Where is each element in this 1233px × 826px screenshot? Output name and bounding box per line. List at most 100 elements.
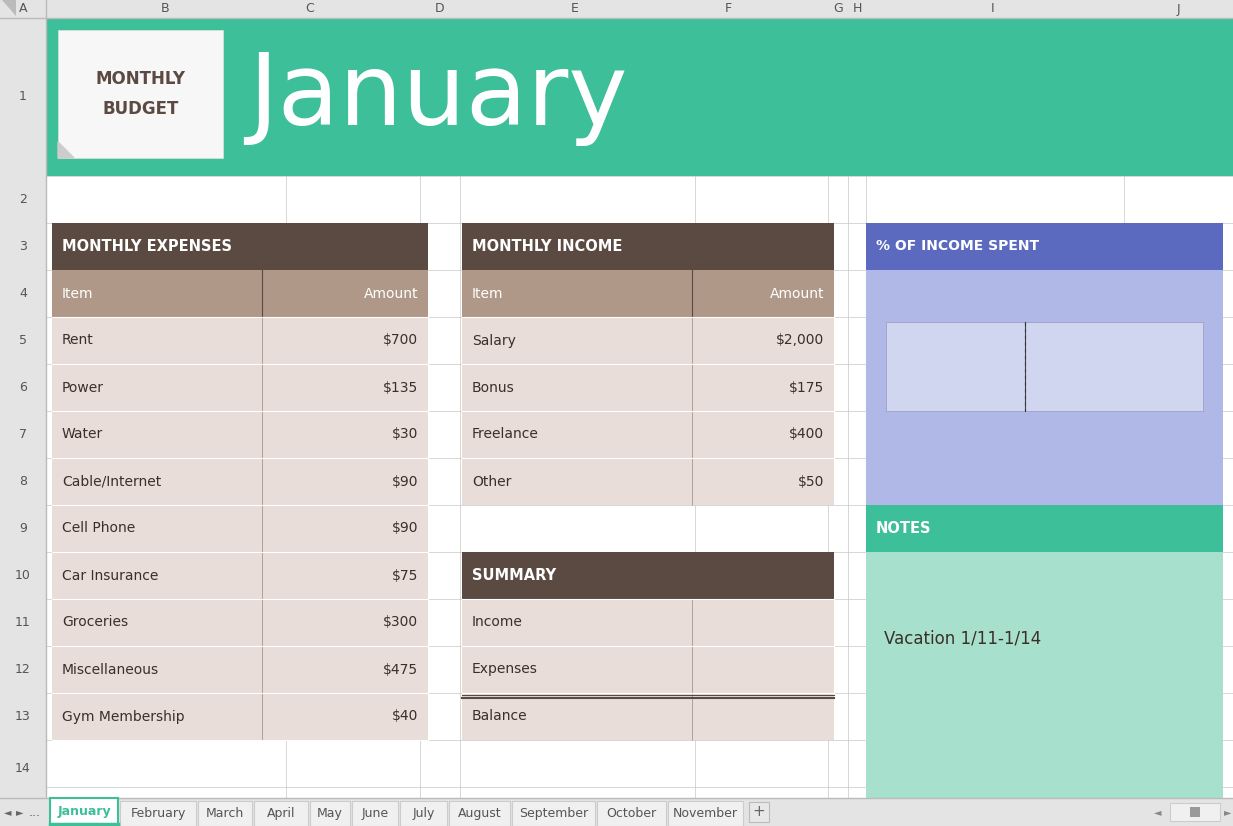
Text: $300: $300	[383, 615, 418, 629]
Bar	[52, 646, 428, 693]
Bar	[52, 270, 428, 317]
Bar	[462, 552, 834, 599]
Bar	[401, 801, 448, 826]
Text: September: September	[519, 807, 588, 820]
Text: D: D	[435, 2, 445, 16]
Bar	[254, 801, 308, 826]
Bar	[52, 317, 428, 364]
Text: April: April	[266, 807, 295, 820]
Text: Water: Water	[62, 428, 104, 442]
Text: E: E	[571, 2, 580, 16]
Bar	[52, 458, 428, 505]
Text: 13: 13	[15, 710, 31, 723]
Text: Vacation 1/11-1/14: Vacation 1/11-1/14	[884, 629, 1041, 647]
Bar	[1190, 807, 1200, 817]
Bar	[58, 30, 223, 158]
Bar	[52, 693, 428, 740]
Bar	[309, 801, 350, 826]
Bar	[52, 599, 428, 646]
Bar	[462, 270, 834, 317]
Bar	[513, 801, 596, 826]
Bar	[0, 798, 1233, 826]
Text: ◄: ◄	[4, 807, 12, 817]
Text: 5: 5	[18, 334, 27, 347]
Text: H: H	[852, 2, 862, 16]
Bar	[462, 364, 834, 411]
Text: F: F	[725, 2, 731, 16]
Text: $175: $175	[789, 381, 824, 395]
Bar	[121, 801, 196, 826]
Bar	[52, 223, 428, 270]
Text: I: I	[991, 2, 995, 16]
Text: 4: 4	[18, 287, 27, 300]
Bar	[462, 223, 834, 270]
Bar	[51, 798, 118, 826]
Text: Bonus: Bonus	[472, 381, 514, 395]
Text: 6: 6	[18, 381, 27, 394]
Text: 12: 12	[15, 663, 31, 676]
Text: NOTES: NOTES	[875, 521, 931, 536]
Text: $90: $90	[392, 521, 418, 535]
Text: 7: 7	[18, 428, 27, 441]
Bar	[866, 552, 1223, 798]
Text: Item: Item	[472, 287, 503, 301]
Text: J: J	[1176, 2, 1180, 16]
Text: $2,000: $2,000	[776, 334, 824, 348]
Text: 11: 11	[15, 616, 31, 629]
Text: May: May	[317, 807, 343, 820]
Text: Rent: Rent	[62, 334, 94, 348]
Text: July: July	[413, 807, 435, 820]
Text: 3: 3	[18, 240, 27, 253]
Text: October: October	[607, 807, 656, 820]
Text: Freelance: Freelance	[472, 428, 539, 442]
Text: Balance: Balance	[472, 710, 528, 724]
Text: BUDGET: BUDGET	[102, 101, 179, 118]
Bar	[0, 0, 46, 826]
Text: June: June	[361, 807, 388, 820]
Text: $40: $40	[392, 710, 418, 724]
Bar	[462, 317, 834, 364]
Text: $475: $475	[383, 662, 418, 676]
Text: G: G	[834, 2, 843, 16]
Text: +: +	[753, 805, 766, 819]
Bar	[462, 411, 834, 458]
Text: Miscellaneous: Miscellaneous	[62, 662, 159, 676]
Bar	[199, 801, 252, 826]
Text: 2: 2	[18, 193, 27, 206]
Bar	[449, 801, 510, 826]
Text: August: August	[457, 807, 502, 820]
Text: $400: $400	[789, 428, 824, 442]
Text: Cell Phone: Cell Phone	[62, 521, 136, 535]
Text: SUMMARY: SUMMARY	[472, 568, 556, 583]
Text: $90: $90	[392, 474, 418, 488]
Text: MONTHLY EXPENSES: MONTHLY EXPENSES	[62, 239, 232, 254]
Bar	[866, 223, 1223, 270]
Text: MONTHLY INCOME: MONTHLY INCOME	[472, 239, 623, 254]
Text: January: January	[58, 805, 111, 819]
Text: ◄: ◄	[1154, 807, 1161, 817]
Text: $135: $135	[382, 381, 418, 395]
Bar	[52, 552, 428, 599]
Text: 9: 9	[18, 522, 27, 535]
Bar	[52, 505, 428, 552]
Bar	[0, 0, 1233, 18]
Text: 8: 8	[18, 475, 27, 488]
Text: Salary: Salary	[472, 334, 515, 348]
Bar	[462, 599, 834, 646]
Text: Expenses: Expenses	[472, 662, 538, 676]
Text: Item: Item	[62, 287, 94, 301]
Text: MONTHLY: MONTHLY	[95, 69, 185, 88]
Bar	[462, 458, 834, 505]
Text: $50: $50	[798, 474, 824, 488]
Text: Car Insurance: Car Insurance	[62, 568, 158, 582]
Text: January: January	[248, 49, 628, 145]
Text: Gym Membership: Gym Membership	[62, 710, 185, 724]
Text: Amount: Amount	[769, 287, 824, 301]
Text: A: A	[18, 2, 27, 16]
Text: $30: $30	[392, 428, 418, 442]
Text: % OF INCOME SPENT: % OF INCOME SPENT	[875, 240, 1039, 254]
Bar	[351, 801, 398, 826]
Text: 10: 10	[15, 569, 31, 582]
Text: March: March	[206, 807, 244, 820]
Bar	[866, 270, 1223, 505]
